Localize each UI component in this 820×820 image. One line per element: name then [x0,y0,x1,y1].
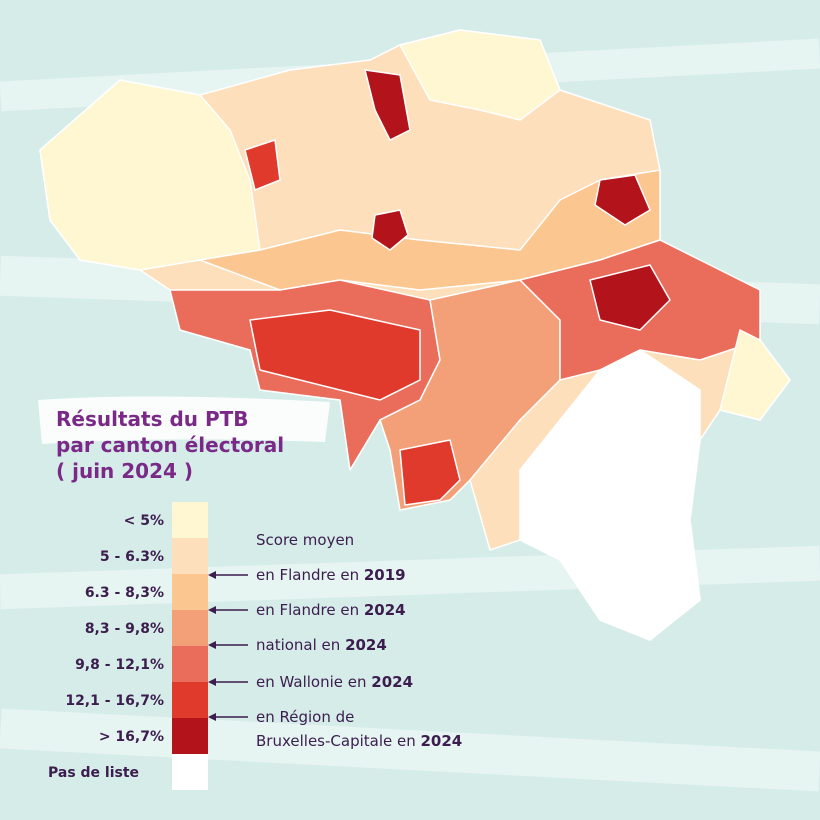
arrow-head [208,678,216,686]
annotation: en Flandre en 2024 [256,601,406,619]
legend-label: 9,8 - 12,1% [75,657,164,673]
brussels [371,209,409,251]
legend-swatch [172,682,208,718]
annotation-year: 2024 [421,732,463,750]
legend-swatch [172,574,208,610]
annotation: en Flandre en 2019 [256,566,406,584]
annotation: en Wallonie en 2024 [256,673,413,691]
legend-label: 12,1 - 16,7% [65,693,164,709]
north-region [399,29,561,121]
annotation-text: national en [256,636,345,654]
belgium-map [39,29,791,641]
annotation-year: 2019 [364,566,406,584]
legend-label: 5 - 6.3% [100,549,164,565]
annotation-text: Bruxelles-Capitale en [256,732,421,750]
arrow-head [208,713,216,721]
charleroi-south [399,439,461,506]
annotation-heading: Score moyen [256,531,354,549]
legend-swatch [172,754,208,790]
legend: < 5% 5 - 6.3% 6.3 - 8,3% 8,3 - 9,8% 9,8 - 12… [48,502,208,790]
annotation-year: 2024 [345,636,387,654]
annotation-text: en Wallonie en [256,673,371,691]
arrow-head [208,641,216,649]
legend-label: 8,3 - 9,8% [85,621,164,637]
annotation-year: 2024 [364,601,406,619]
arrow-head [208,571,216,579]
limburg-hotspot [594,174,651,226]
legend-swatch [172,502,208,538]
annotation: national en 2024 [256,636,387,654]
antwerp [364,69,411,141]
annotation-text: en Région de [256,708,354,726]
annotation-text: en Flandre en [256,601,364,619]
legend-swatch [172,718,208,754]
legend-label: 6.3 - 8,3% [85,585,164,601]
hainaut-core [249,309,421,401]
title-line: par canton électoral [56,433,284,457]
legend-label: > 16,7% [99,729,164,745]
ghent [244,139,281,191]
title-background [38,396,330,444]
liege-core [589,264,671,331]
annotation-text: en Flandre en [256,566,364,584]
annotation-year: 2024 [371,673,413,691]
legend-swatch [172,646,208,682]
legend-swatch [172,610,208,646]
title-line: ( juin 2024 ) [56,459,193,483]
no-list-region [519,349,701,641]
arrow-head [208,606,216,614]
legend-label: < 5% [124,513,164,529]
annotation: en Région de Bruxelles-Capitale en 2024 [256,708,462,750]
east-cantons [719,329,791,421]
title-line: Résultats du PTB [56,407,249,431]
legend-label: Pas de liste [48,765,139,781]
legend-swatch [172,538,208,574]
